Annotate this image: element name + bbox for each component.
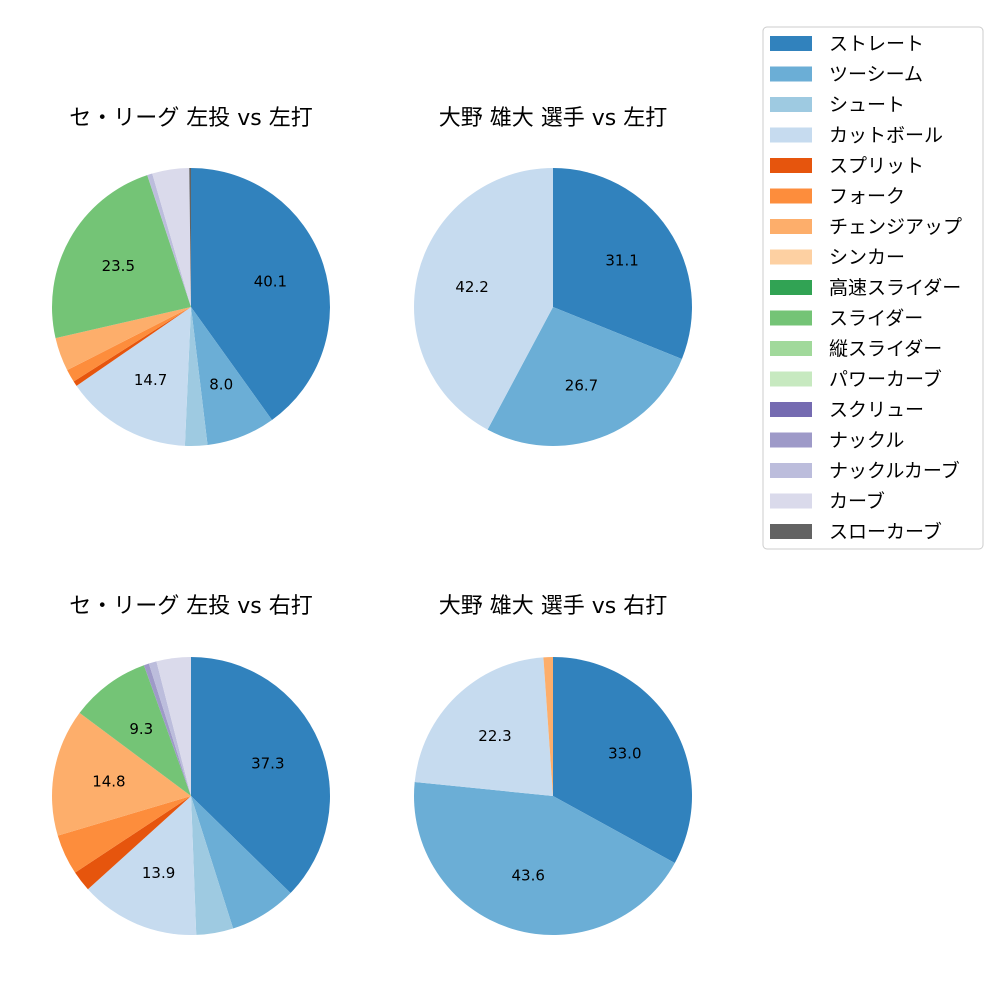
legend-label-16: カーブ (829, 490, 885, 513)
legend-swatch-13 (770, 402, 812, 417)
pie-3-slice-label-8: 9.3 (129, 720, 153, 738)
pie-4-slice-4 (543, 657, 553, 796)
legend-label-9: 高速スライダー (829, 277, 961, 299)
pie-3-slice-9 (143, 663, 191, 796)
legend-frame (762, 26, 984, 550)
pie-3-slice-2 (191, 796, 291, 929)
pie-4-slice-1 (553, 657, 693, 863)
pie-1-slice-10 (152, 168, 191, 307)
pie-1-slice-label-1: 40.1 (254, 273, 287, 291)
chart-title-group: セ・リーグ 左投 vs 左打 大野 雄大 選手 vs 左打 セ・リーグ 左投 v… (69, 106, 667, 619)
legend-label-13: スクリュー (829, 399, 924, 421)
legend-label-17: スローカーブ (829, 520, 942, 543)
pie-2-slice-label-3: 42.2 (455, 278, 488, 296)
pie-1-slice-9 (147, 173, 191, 307)
legend-swatch-16 (770, 493, 812, 509)
chart-title-ono-vs-left: 大野 雄大 選手 vs 左打 (439, 106, 667, 131)
pie-1-slice-11 (189, 167, 191, 307)
legend-label-6: フォーク (829, 186, 905, 208)
pie-1-slice-2 (191, 307, 272, 446)
legend-label-5: スプリット (829, 155, 924, 177)
pie-3-slice-3 (191, 796, 234, 935)
legend-swatch-5 (770, 158, 812, 173)
pie-3-slice-1 (191, 657, 330, 894)
legend-swatch-10 (770, 310, 812, 326)
pie-3-slice-8 (79, 665, 191, 796)
legend-swatch-15 (770, 463, 812, 478)
legend-swatch-12 (770, 371, 812, 387)
legend-label-3: シュート (829, 94, 905, 116)
pie-2: 31.1 26.7 42.2 (413, 167, 692, 446)
pie-1-slice-6 (67, 307, 191, 382)
pie-1-slice-label-4: 14.7 (134, 371, 167, 389)
legend-label-4: カットボール (829, 125, 943, 147)
pie-2-slice-label-2: 26.7 (565, 376, 598, 394)
legend-swatch-1 (770, 36, 812, 51)
legend-swatch-4 (770, 127, 812, 143)
pie-1-slice-label-2: 8.0 (209, 376, 233, 394)
chart-title-lefty-league-vs-left: セ・リーグ 左投 vs 左打 (69, 106, 312, 131)
pie-1-slice-5 (73, 307, 191, 386)
legend-label-15: ナックルカーブ (829, 459, 960, 482)
pie-3-slice-label-7: 14.8 (92, 772, 125, 790)
legend-label-14: ナックル (829, 430, 904, 452)
legend-swatch-11 (770, 341, 812, 356)
pie-2-slice-2 (487, 307, 682, 446)
pie-3-slice-label-1: 37.3 (251, 755, 284, 773)
legend-label-2: ツーシーム (829, 64, 923, 86)
pie-3-slice-label-4: 13.9 (142, 864, 175, 882)
legend-label-10: スライダー (829, 308, 923, 330)
legend-swatch-2 (770, 66, 812, 82)
legend-label-8: シンカー (829, 247, 905, 269)
pie-2-slice-3 (413, 167, 553, 430)
pie-4-slice-label-1: 33.0 (608, 745, 641, 763)
legend-swatch-17 (770, 524, 812, 539)
legend: ストレートツーシームシュートカットボールスプリットフォークチェンジアップシンカー… (762, 26, 984, 550)
pie-3-slice-7 (52, 712, 191, 836)
pie-3-slice-6 (57, 796, 191, 873)
legend-label-1: ストレート (829, 33, 924, 55)
pie-4-slice-label-2: 43.6 (511, 867, 544, 885)
pie-3-slice-4 (87, 796, 197, 935)
pies: 40.1 8.0 14.7 23.5 31.1 26.7 42.2 37.3 13.9 14.8 9… (52, 167, 693, 936)
pie-1-slice-1 (191, 168, 330, 420)
legend-swatch-8 (770, 249, 812, 265)
pie-4-slice-2 (413, 782, 675, 936)
pie-3: 37.3 13.9 14.8 9.3 (52, 657, 330, 935)
pie-3-slice-5 (75, 796, 191, 890)
chart-title-lefty-league-vs-right: セ・リーグ 左投 vs 右打 (69, 594, 312, 619)
legend-label-12: パワーカーブ (829, 368, 942, 391)
pie-1-slice-4 (76, 307, 191, 446)
pie-1: 40.1 8.0 14.7 23.5 (52, 167, 330, 447)
pie-3-slice-10 (148, 661, 191, 796)
pie-4-slice-label-3: 22.3 (478, 727, 511, 745)
legend-label-7: チェンジアップ (829, 216, 962, 238)
legend-label-11: 縦スライダー (829, 338, 942, 360)
pie-4-slice-3 (414, 657, 553, 796)
pie-1-slice-7 (55, 307, 191, 371)
pie-2-slice-label-1: 31.1 (605, 251, 638, 269)
pie-3-slice-11 (156, 657, 191, 796)
pie-2-slice-1 (553, 168, 692, 359)
legend-swatch-9 (770, 280, 812, 295)
pie-1-slice-3 (184, 307, 208, 447)
legend-swatch-7 (770, 219, 812, 234)
legend-swatch-14 (770, 432, 812, 448)
legend-swatch-6 (770, 188, 812, 204)
pie-1-slice-label-8: 23.5 (102, 257, 135, 275)
legend-swatch-3 (770, 97, 812, 112)
pie-1-slice-8 (52, 175, 191, 339)
pie-4: 33.0 43.6 22.3 (413, 657, 693, 936)
chart-title-ono-vs-right: 大野 雄大 選手 vs 右打 (439, 594, 667, 619)
